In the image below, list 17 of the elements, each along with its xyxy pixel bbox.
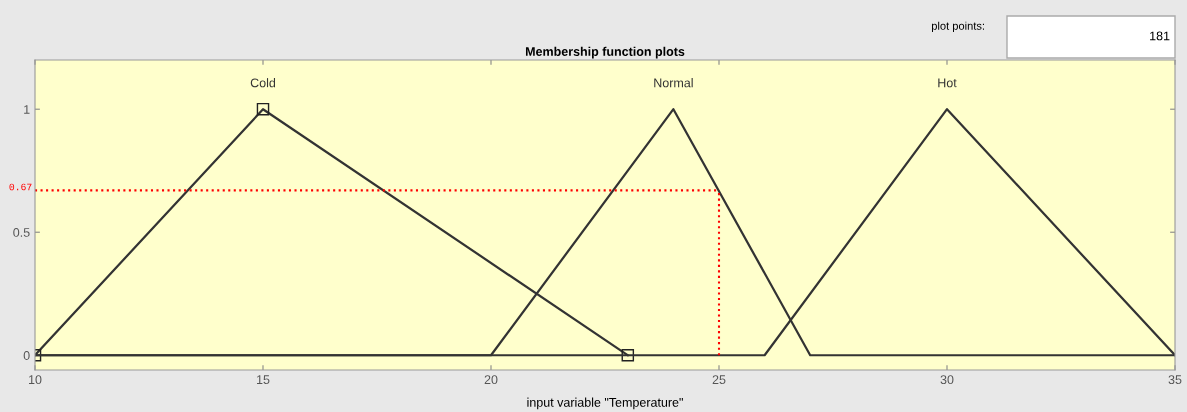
series-label: Hot <box>938 78 957 88</box>
chart-title: Membership function plots <box>525 46 685 59</box>
y-tick-label: 0.5 <box>13 228 30 237</box>
text: plot points: <box>931 21 984 32</box>
x-tick-label: 25 <box>712 375 726 385</box>
x-axis-title: input variable "Temperature" <box>527 397 683 410</box>
x-tick-label: 20 <box>484 375 498 385</box>
x-tick-label: 35 <box>1168 375 1182 385</box>
x-tick-label: 15 <box>257 375 270 385</box>
x-tick-label: 10 <box>29 375 42 385</box>
series-label: Cold <box>250 78 276 88</box>
ref-line-label: 0.67 <box>9 183 32 191</box>
y-tick-label: 1 <box>24 105 30 114</box>
text: Normal <box>654 78 693 88</box>
y-tick-label: 0 <box>23 351 30 360</box>
text: 181 <box>1150 31 1170 41</box>
x-tick-label: 30 <box>940 375 954 385</box>
